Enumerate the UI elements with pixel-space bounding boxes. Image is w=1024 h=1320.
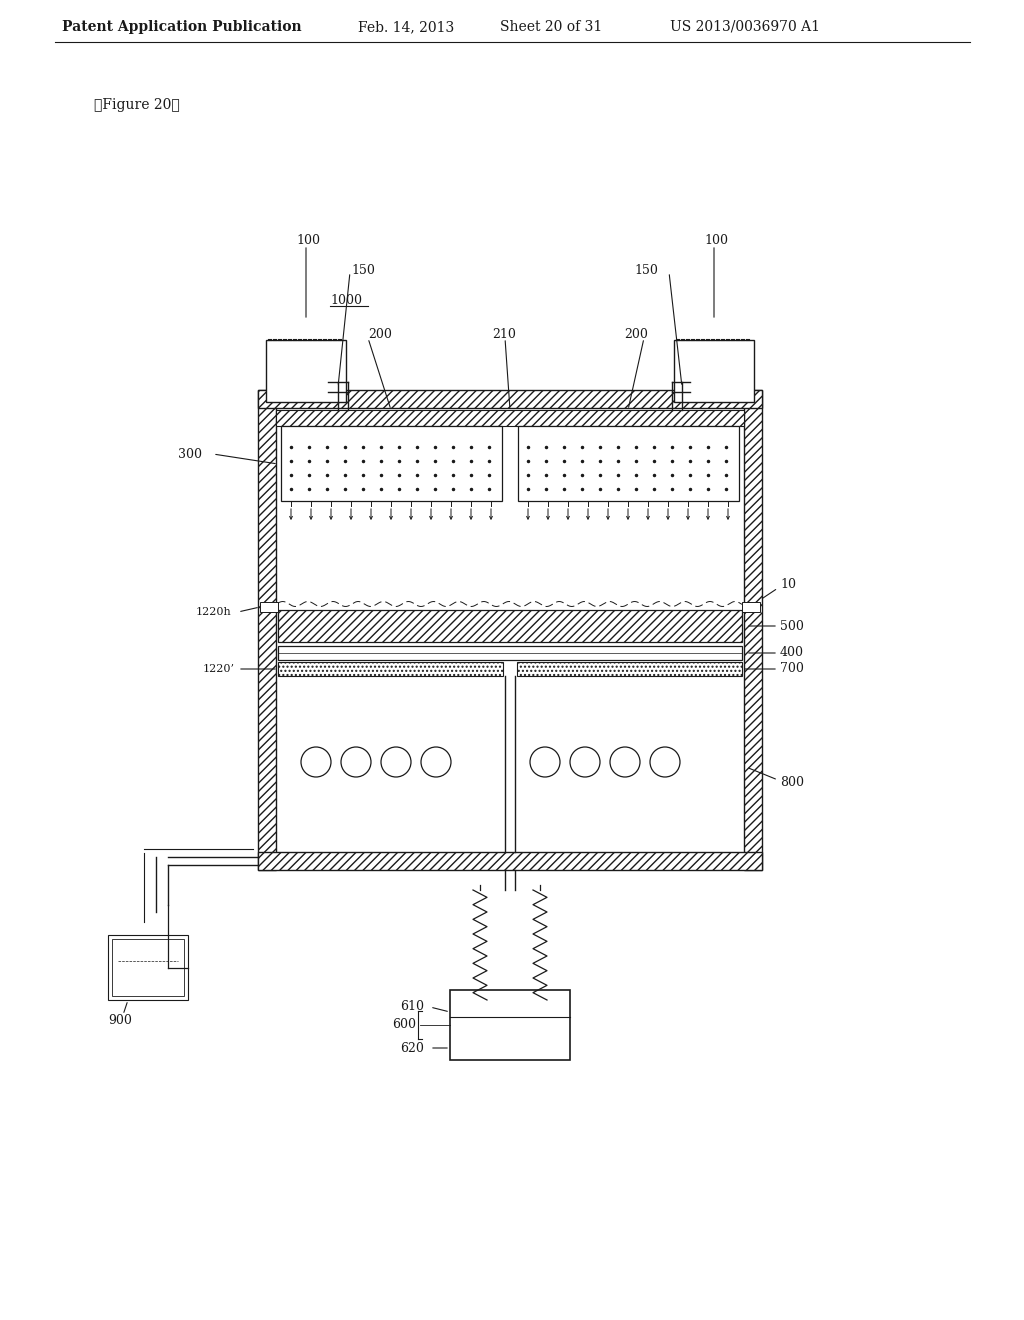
- Bar: [260, 602, 278, 612]
- Bar: [278, 663, 503, 676]
- Text: 210: 210: [492, 329, 516, 342]
- Bar: [266, 341, 346, 403]
- Bar: [518, 426, 739, 502]
- Text: Feb. 14, 2013: Feb. 14, 2013: [358, 20, 455, 34]
- Text: 150: 150: [634, 264, 657, 276]
- Text: 1000: 1000: [330, 293, 362, 306]
- Text: 620: 620: [400, 1041, 424, 1055]
- Text: Sheet 20 of 31: Sheet 20 of 31: [500, 20, 602, 34]
- Text: 10: 10: [780, 578, 796, 591]
- Bar: [674, 341, 754, 403]
- Text: 1220h: 1220h: [196, 607, 231, 616]
- Bar: [744, 389, 762, 870]
- Bar: [278, 645, 742, 660]
- Text: 700: 700: [780, 663, 804, 676]
- Text: 1220’: 1220’: [203, 664, 234, 675]
- Text: 610: 610: [400, 1001, 424, 1014]
- Text: Patent Application Publication: Patent Application Publication: [62, 20, 302, 34]
- Text: 800: 800: [780, 776, 804, 788]
- Text: 200: 200: [368, 329, 392, 342]
- Bar: [278, 610, 742, 642]
- Text: 100: 100: [705, 234, 728, 247]
- Text: 500: 500: [780, 619, 804, 632]
- Bar: [112, 939, 184, 997]
- Bar: [258, 389, 276, 870]
- Text: 900: 900: [108, 1014, 132, 1027]
- Bar: [281, 426, 502, 502]
- Text: 【Figure 20】: 【Figure 20】: [94, 98, 180, 112]
- Bar: [258, 851, 762, 870]
- Text: 400: 400: [780, 647, 804, 660]
- Text: US 2013/0036970 A1: US 2013/0036970 A1: [670, 20, 820, 34]
- Text: 200: 200: [624, 329, 648, 342]
- Text: 100: 100: [296, 234, 319, 247]
- Bar: [450, 990, 570, 1060]
- Bar: [276, 411, 744, 426]
- Bar: [108, 935, 188, 1001]
- Text: 600: 600: [392, 1019, 416, 1031]
- Text: 150: 150: [351, 264, 375, 276]
- Bar: [517, 663, 742, 676]
- Text: 300: 300: [178, 447, 202, 461]
- Bar: [742, 602, 760, 612]
- Bar: [258, 389, 762, 408]
